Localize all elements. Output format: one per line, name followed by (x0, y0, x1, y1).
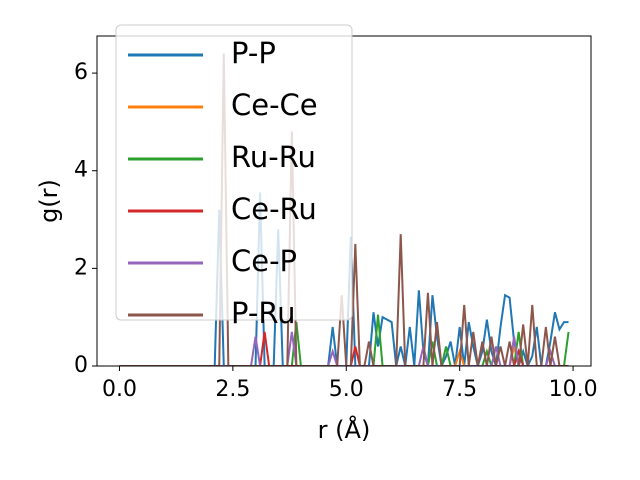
legend: P-P Ce-Ce Ru-Ru Ce-Ru Ce-P P-Ru (115, 24, 353, 330)
x-tick-label: 0.0 (102, 377, 137, 402)
legend-label: Ru-Ru (231, 140, 316, 174)
legend-label: Ce-P (231, 244, 297, 278)
y-tick-label: 6 (74, 60, 88, 85)
x-tick-label: 7.5 (442, 377, 477, 402)
x-axis-label: r (Å) (318, 415, 371, 444)
x-tick-label: 10.0 (549, 377, 598, 402)
y-axis-label: g(r) (35, 179, 63, 223)
legend-label: Ce-Ru (231, 192, 317, 226)
legend-box (115, 24, 353, 321)
series-line (119, 53, 569, 366)
legend-label: P-Ru (231, 296, 296, 330)
plot-area (119, 53, 570, 366)
legend-label: P-P (231, 36, 276, 70)
x-tick-label: 5.0 (329, 377, 364, 402)
y-tick-label: 4 (74, 158, 88, 183)
x-tick-label: 2.5 (215, 377, 250, 402)
y-tick-label: 2 (74, 255, 88, 280)
legend-label: Ce-Ce (231, 88, 318, 122)
y-tick-label: 0 (74, 353, 88, 378)
